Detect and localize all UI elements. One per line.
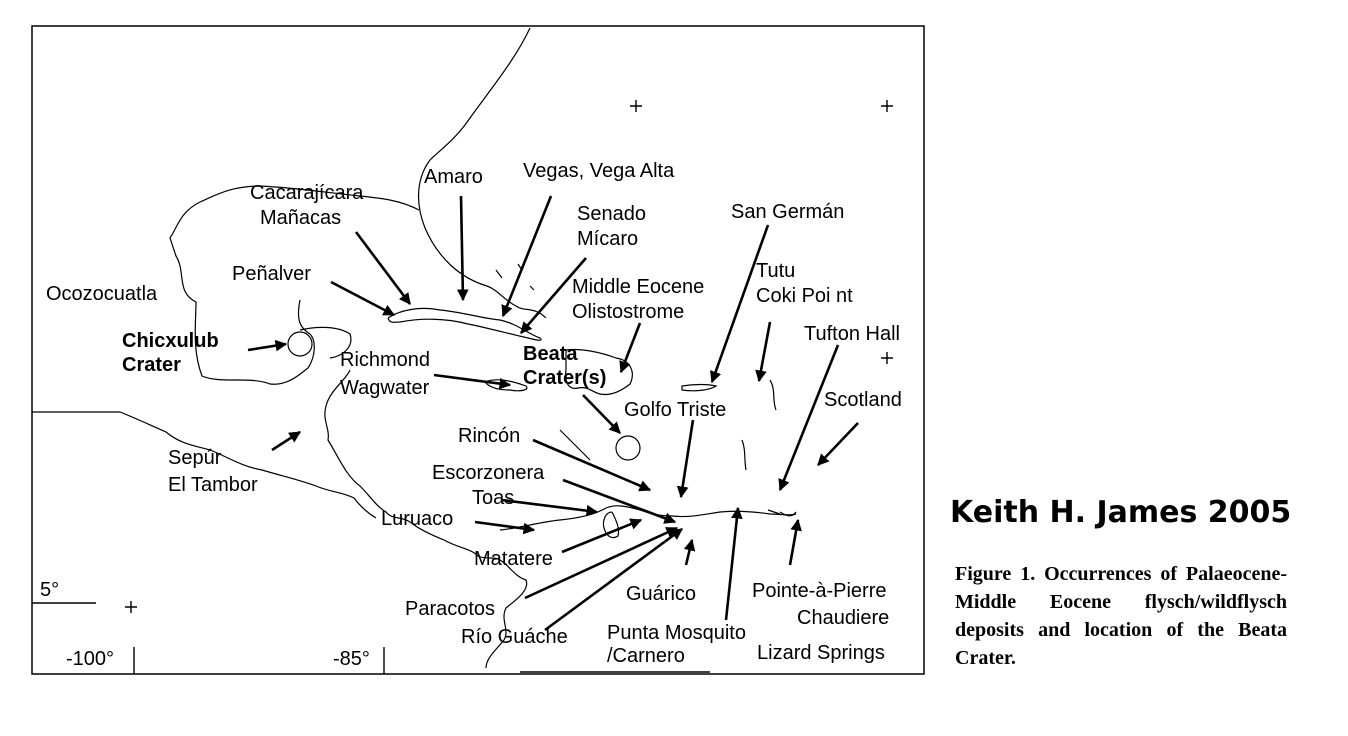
- label-cacarajicara: Cacarajícara: [250, 182, 364, 204]
- label-middle-eocene: Middle Eocene: [572, 276, 704, 298]
- label-lizard-springs: Lizard Springs: [757, 642, 885, 664]
- coordinate-labels: 5° -100° -85°: [40, 579, 370, 670]
- label-wagwater: Wagwater: [340, 377, 430, 399]
- occurrence-arrows: [247, 195, 859, 632]
- label-penalver: Peñalver: [232, 263, 311, 285]
- latitude-label-5: 5°: [40, 579, 59, 601]
- label-carnero: /Carnero: [607, 645, 685, 667]
- label-richmond: Richmond: [340, 349, 430, 371]
- label-paracotos: Paracotos: [405, 598, 495, 620]
- label-tutu: Tutu: [756, 260, 795, 282]
- longitude-label-100: -100°: [66, 648, 114, 670]
- longitude-label-85: -85°: [333, 648, 370, 670]
- label-olistostrome: Olistostrome: [572, 301, 684, 323]
- place-labels: Amaro Vegas, Vega Alta Cacarajícara Maña…: [46, 160, 902, 667]
- label-vegas: Vegas, Vega Alta: [523, 160, 675, 182]
- label-guarico: Guárico: [626, 583, 696, 605]
- label-senado: Senado: [577, 203, 646, 225]
- author-credit: Keith H. James 2005: [950, 495, 1292, 530]
- figure-caption: Figure 1. Occurrences of Palaeocene-Midd…: [955, 563, 1287, 669]
- label-crater: Crater: [122, 354, 181, 376]
- label-pointe-a-pierre: Pointe-à-Pierre: [752, 580, 887, 602]
- label-coki-point: Coki Poi nt: [756, 285, 853, 307]
- graticule-marks: [32, 100, 893, 674]
- label-rio-guache: Río Guáche: [461, 626, 568, 648]
- label-san-german: San Germán: [731, 201, 844, 223]
- label-escorzonera: Escorzonera: [432, 462, 545, 484]
- label-sepur: Sepúr: [168, 447, 222, 469]
- label-ocozocuatla: Ocozocuatla: [46, 283, 158, 305]
- label-tufton-hall: Tufton Hall: [804, 323, 900, 345]
- label-craters: Crater(s): [523, 367, 606, 389]
- label-manacas: Mañacas: [260, 207, 341, 229]
- label-beata: Beata: [523, 343, 578, 365]
- label-rincon: Rincón: [458, 425, 520, 447]
- label-chicxulub: Chicxulub: [122, 330, 219, 352]
- label-chaudiere: Chaudiere: [797, 607, 889, 629]
- label-matatere: Matatere: [474, 548, 553, 570]
- label-amaro: Amaro: [424, 166, 483, 188]
- label-golfo-triste: Golfo Triste: [624, 399, 726, 421]
- label-el-tambor: El Tambor: [168, 474, 258, 496]
- map-border: [31, 25, 925, 675]
- label-luruaco: Luruaco: [381, 508, 453, 530]
- label-toas: Toas: [472, 487, 514, 509]
- label-scotland: Scotland: [824, 389, 902, 411]
- label-micaro: Mícaro: [577, 228, 638, 250]
- label-punta-mosquito: Punta Mosquito: [607, 622, 746, 644]
